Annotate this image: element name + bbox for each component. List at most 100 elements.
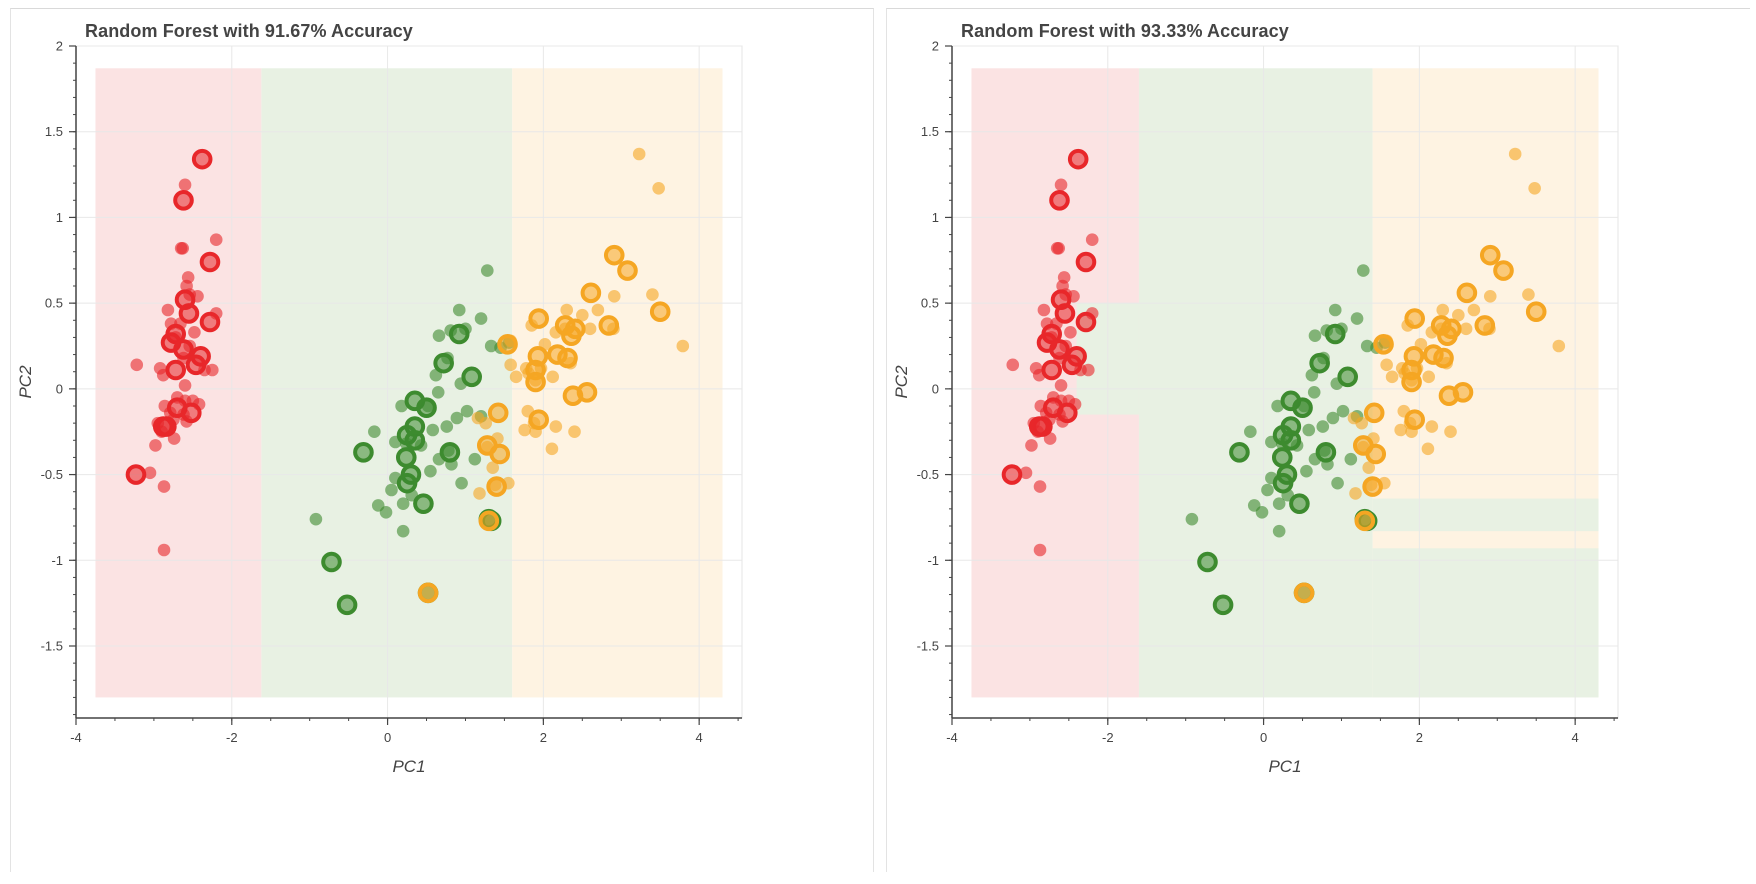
test-point-setosa	[152, 416, 174, 437]
test-point-virginica	[486, 476, 507, 497]
x-tick-label: -4	[946, 730, 958, 745]
train-point-virginica	[1422, 370, 1436, 384]
x-tick-label: 0	[1260, 730, 1267, 745]
train-point-setosa	[1054, 379, 1068, 392]
train-point-setosa	[1019, 466, 1033, 480]
train-point-virginica	[1452, 308, 1465, 322]
train-point-virginica	[1528, 181, 1541, 195]
test-point-virginica	[598, 315, 620, 336]
train-point-setosa	[130, 358, 144, 372]
test-point-setosa	[1049, 339, 1070, 360]
train-point-setosa	[1082, 363, 1095, 377]
test-point-virginica	[1438, 385, 1460, 407]
train-point-versicolor	[484, 339, 498, 353]
train-point-virginica	[473, 487, 486, 500]
train-point-versicolor	[1185, 512, 1199, 526]
train-point-virginica	[479, 416, 493, 430]
x-tick-label: 4	[1572, 730, 1579, 745]
test-point-virginica	[1474, 315, 1496, 336]
y-tick-label: 0	[932, 381, 939, 396]
test-point-virginica	[528, 409, 549, 431]
train-point-setosa	[1085, 233, 1099, 247]
train-point-virginica	[591, 303, 605, 317]
train-point-versicolor	[432, 329, 446, 343]
train-point-virginica	[1421, 442, 1435, 456]
train-point-setosa	[188, 325, 201, 339]
train-point-virginica	[1362, 461, 1376, 475]
test-point-virginica	[1373, 333, 1394, 355]
y-tick-label: 2	[932, 39, 939, 54]
train-point-setosa	[1025, 439, 1038, 452]
train-point-virginica	[1444, 425, 1457, 439]
test-point-versicolor	[439, 441, 461, 463]
test-point-setosa	[1041, 359, 1063, 381]
train-point-virginica	[1425, 420, 1439, 433]
test-point-virginica	[1293, 582, 1315, 604]
train-point-setosa	[1064, 325, 1077, 339]
x-tick-label: 0	[384, 730, 391, 745]
x-tick-label: -2	[226, 730, 238, 745]
x-axis-title: PC1	[1268, 757, 1301, 776]
test-point-virginica	[1362, 476, 1383, 497]
test-point-virginica	[649, 301, 671, 323]
test-point-setosa	[173, 189, 194, 211]
train-point-versicolor	[474, 312, 488, 325]
test-point-setosa	[1075, 251, 1097, 273]
plot-area: -4 -2 0 2 4 -1.5 -1 -0.5 0 0.5 1 1.5 2 PC1 PC2	[892, 39, 1619, 776]
test-point-setosa	[173, 339, 194, 360]
test-point-setosa	[1067, 148, 1089, 170]
train-point-versicolor	[1300, 464, 1313, 478]
train-point-setosa	[209, 233, 223, 247]
test-point-virginica	[1363, 402, 1385, 424]
train-point-versicolor	[480, 264, 494, 277]
train-point-versicolor	[1307, 385, 1321, 399]
train-point-versicolor	[1302, 423, 1316, 437]
y-tick-label: -1.5	[917, 639, 939, 654]
x-tick-label: 4	[696, 730, 703, 745]
train-point-setosa	[178, 178, 192, 192]
train-point-versicolor	[1261, 483, 1274, 497]
train-point-setosa	[174, 241, 188, 255]
train-point-setosa	[1054, 178, 1068, 192]
y-tick-label: 1.5	[921, 124, 939, 139]
decision-region-versicolor	[1372, 498, 1599, 532]
test-point-setosa	[1056, 402, 1078, 424]
test-point-versicolor	[404, 429, 426, 451]
train-point-versicolor	[1356, 264, 1370, 277]
train-point-virginica	[509, 370, 523, 384]
decision-region-setosa	[95, 68, 262, 698]
y-tick-label: -0.5	[41, 467, 63, 482]
train-point-virginica	[518, 423, 531, 437]
y-tick-label: 2	[56, 39, 63, 54]
test-point-versicolor	[1315, 441, 1337, 463]
train-point-virginica	[676, 339, 690, 353]
train-point-virginica	[1483, 289, 1497, 303]
chart-panel-1: Random Forest with 91.67% Accuracy -4 -2 0…	[10, 8, 874, 872]
y-tick-label: 0.5	[45, 296, 63, 311]
x-tick-label: -2	[1102, 730, 1114, 745]
y-tick-label: -0.5	[917, 467, 939, 482]
train-point-versicolor	[424, 464, 437, 478]
test-point-versicolor	[396, 472, 418, 494]
train-point-versicolor	[1308, 329, 1322, 343]
test-point-versicolor	[1212, 594, 1234, 616]
test-point-setosa	[199, 311, 221, 333]
train-point-versicolor	[1272, 524, 1286, 538]
test-point-virginica	[562, 385, 584, 407]
train-point-virginica	[1522, 288, 1535, 301]
train-point-versicolor	[440, 420, 454, 433]
decision-region-versicolor	[1372, 548, 1599, 698]
x-axis-title: PC1	[392, 757, 425, 776]
train-point-versicolor	[460, 404, 474, 418]
train-point-setosa	[149, 439, 162, 452]
test-point-virginica	[1404, 308, 1425, 329]
test-point-virginica	[1401, 371, 1422, 393]
test-point-virginica	[489, 443, 511, 465]
train-point-setosa	[161, 303, 175, 317]
train-point-versicolor	[385, 483, 398, 497]
y-tick-label: -1.5	[41, 639, 63, 654]
train-point-versicolor	[1360, 339, 1374, 353]
train-point-setosa	[1033, 480, 1047, 493]
test-point-virginica	[478, 510, 500, 532]
train-point-versicolor	[1316, 420, 1330, 433]
